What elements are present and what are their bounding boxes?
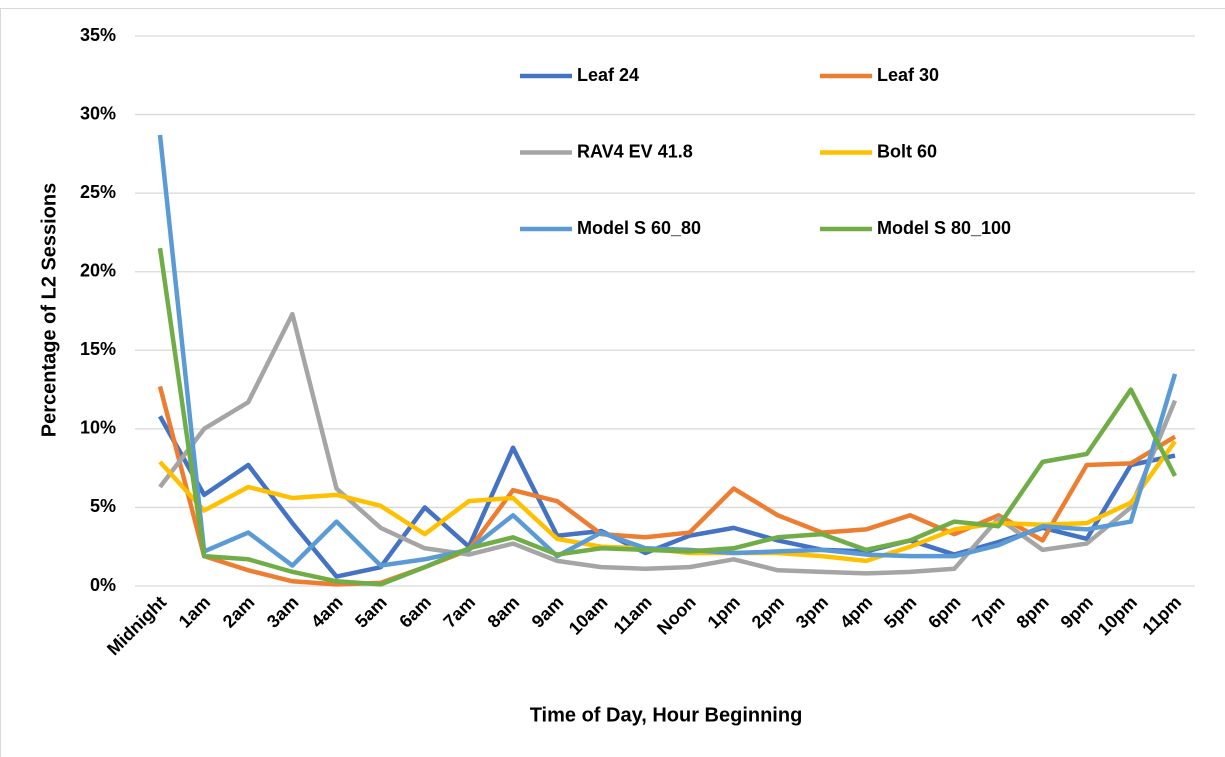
x-tick-label: 5pm	[880, 592, 920, 632]
legend-label: Model S 60_80	[577, 218, 701, 238]
x-tick-label: Midnight	[103, 592, 170, 659]
x-tick-label: 6am	[395, 592, 435, 632]
y-tick-label: 35%	[80, 25, 116, 45]
y-tick-label: 25%	[80, 182, 116, 202]
y-tick-label: 30%	[80, 103, 116, 123]
y-axis-title: Percentage of L2 Sessions	[38, 183, 60, 438]
x-tick-label: 4am	[307, 592, 347, 632]
x-tick-label: 9pm	[1057, 592, 1097, 632]
x-tick-label: 10pm	[1094, 592, 1141, 639]
x-tick-label: 7am	[439, 592, 479, 632]
legend-label: Leaf 24	[577, 65, 639, 85]
y-tick-label: 0%	[90, 575, 116, 595]
x-tick-label: Noon	[653, 592, 700, 639]
y-tick-label: 20%	[80, 260, 116, 280]
y-tick-label: 10%	[80, 418, 116, 438]
x-tick-label: 3pm	[792, 592, 832, 632]
x-tick-label: 3am	[263, 592, 303, 632]
x-tick-label: 11pm	[1138, 592, 1185, 639]
y-tick-label: 5%	[90, 496, 116, 516]
series-line	[157, 385, 1177, 587]
x-tick-label: 4pm	[836, 592, 876, 632]
x-tick-label: 10am	[565, 592, 612, 639]
legend-label: Leaf 30	[877, 65, 939, 85]
x-tick-label: 8am	[484, 592, 524, 632]
x-tick-label: 9am	[528, 592, 568, 632]
legend-label: Bolt 60	[877, 141, 937, 161]
x-tick-label: 5am	[351, 592, 391, 632]
legend-label: Model S 80_100	[877, 218, 1011, 238]
x-tick-label: 6pm	[924, 592, 964, 632]
x-tick-label: 1pm	[704, 592, 744, 632]
series-line	[157, 247, 1178, 587]
x-tick-label: 11am	[610, 592, 656, 638]
x-tick-label: 2am	[219, 592, 259, 632]
x-tick-label: 2pm	[748, 592, 788, 632]
chart-frame	[0, 8, 1225, 757]
x-tick-label: 1am	[175, 592, 215, 632]
x-axis-title: Time of Day, Hour Beginning	[530, 704, 803, 726]
legend-label: RAV4 EV 41.8	[577, 141, 693, 161]
x-tick-label: 8pm	[1012, 592, 1052, 632]
x-tick-label: 7pm	[968, 592, 1008, 632]
y-tick-label: 15%	[80, 339, 116, 359]
